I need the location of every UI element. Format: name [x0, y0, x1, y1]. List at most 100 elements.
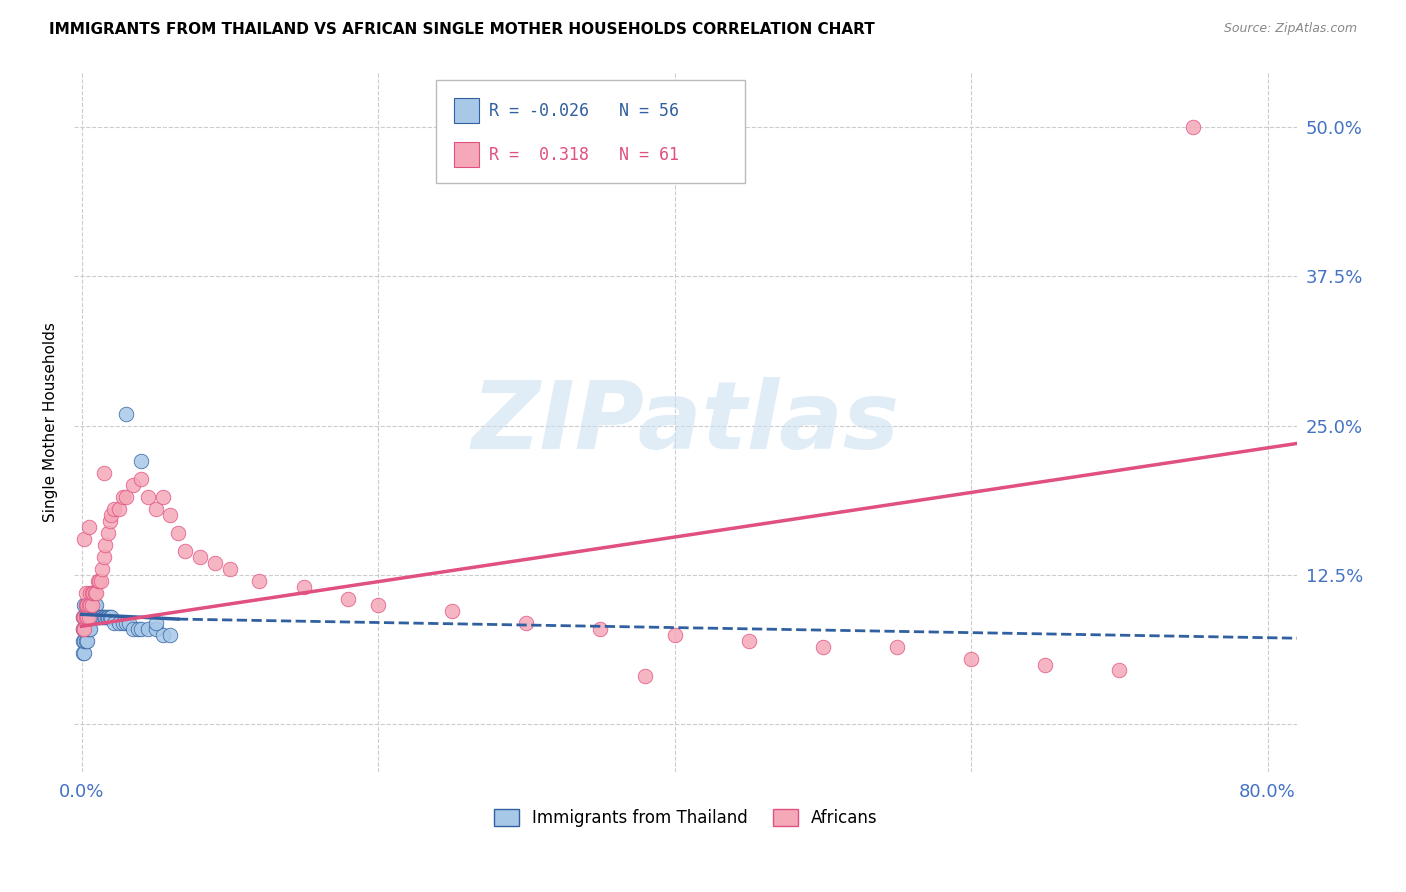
Point — [94, 538, 117, 552]
Y-axis label: Single Mother Households: Single Mother Households — [44, 323, 58, 523]
Point — [664, 627, 686, 641]
Point — [83, 586, 105, 600]
Point — [79, 598, 101, 612]
Point — [97, 526, 120, 541]
Text: IMMIGRANTS FROM THAILAND VS AFRICAN SINGLE MOTHER HOUSEHOLDS CORRELATION CHART: IMMIGRANTS FROM THAILAND VS AFRICAN SING… — [49, 22, 875, 37]
Point — [91, 562, 114, 576]
Point — [73, 598, 96, 612]
Point — [111, 615, 134, 630]
Point — [77, 609, 100, 624]
Point — [89, 574, 111, 588]
Point — [76, 633, 98, 648]
Point — [100, 609, 122, 624]
Point — [91, 609, 114, 624]
Point — [80, 598, 103, 612]
Point — [96, 609, 118, 624]
Point — [886, 640, 908, 654]
Point — [75, 609, 97, 624]
Point — [82, 586, 104, 600]
Point — [188, 549, 211, 564]
Point — [122, 622, 145, 636]
Point — [80, 598, 103, 612]
Point — [98, 514, 121, 528]
Point — [73, 609, 96, 624]
Point — [97, 609, 120, 624]
Point — [145, 622, 167, 636]
Point — [86, 598, 108, 612]
Point — [129, 472, 152, 486]
Point — [76, 622, 98, 636]
Point — [98, 609, 121, 624]
Point — [145, 615, 167, 630]
Text: R =  0.318   N = 61: R = 0.318 N = 61 — [489, 146, 679, 164]
Point — [811, 640, 834, 654]
Point — [115, 407, 138, 421]
Point — [75, 609, 97, 624]
Point — [159, 508, 181, 522]
Point — [90, 574, 112, 588]
Point — [292, 580, 315, 594]
Point — [76, 598, 98, 612]
Point — [145, 502, 167, 516]
Point — [136, 490, 159, 504]
Point — [118, 615, 141, 630]
Point — [79, 598, 101, 612]
Point — [107, 615, 129, 630]
Point — [73, 532, 96, 546]
Point — [737, 633, 759, 648]
Point — [73, 622, 96, 636]
Point — [174, 544, 197, 558]
Point — [87, 609, 110, 624]
Point — [111, 490, 134, 504]
Point — [72, 646, 94, 660]
Point — [86, 609, 108, 624]
Point — [337, 591, 360, 606]
Point — [76, 598, 98, 612]
Point — [72, 622, 94, 636]
Point — [82, 598, 104, 612]
Point — [249, 574, 271, 588]
Point — [589, 622, 612, 636]
Point — [159, 627, 181, 641]
Point — [82, 609, 104, 624]
Point — [87, 574, 110, 588]
Point — [76, 609, 98, 624]
Point — [960, 651, 983, 665]
Point — [77, 609, 100, 624]
Legend: Immigrants from Thailand, Africans: Immigrants from Thailand, Africans — [486, 802, 884, 834]
Point — [167, 526, 190, 541]
Point — [83, 598, 105, 612]
Point — [93, 549, 115, 564]
Point — [83, 609, 105, 624]
Point — [75, 622, 97, 636]
Point — [94, 609, 117, 624]
Point — [90, 609, 112, 624]
Point — [515, 615, 537, 630]
Point — [367, 598, 389, 612]
Point — [1108, 664, 1130, 678]
Point — [93, 467, 115, 481]
Text: ZIPatlas: ZIPatlas — [471, 376, 900, 468]
Point — [72, 633, 94, 648]
Point — [73, 622, 96, 636]
Point — [218, 562, 240, 576]
Point — [73, 646, 96, 660]
Point — [152, 627, 174, 641]
Point — [129, 622, 152, 636]
Point — [107, 502, 129, 516]
Point — [76, 609, 98, 624]
Point — [634, 669, 657, 683]
Point — [1182, 120, 1205, 134]
Point — [127, 622, 149, 636]
Point — [441, 604, 464, 618]
Point — [75, 633, 97, 648]
Point — [79, 586, 101, 600]
Point — [89, 609, 111, 624]
Point — [80, 609, 103, 624]
Point — [115, 490, 138, 504]
Text: Source: ZipAtlas.com: Source: ZipAtlas.com — [1223, 22, 1357, 36]
Point — [77, 520, 100, 534]
Point — [122, 478, 145, 492]
Point — [75, 598, 97, 612]
Point — [72, 609, 94, 624]
